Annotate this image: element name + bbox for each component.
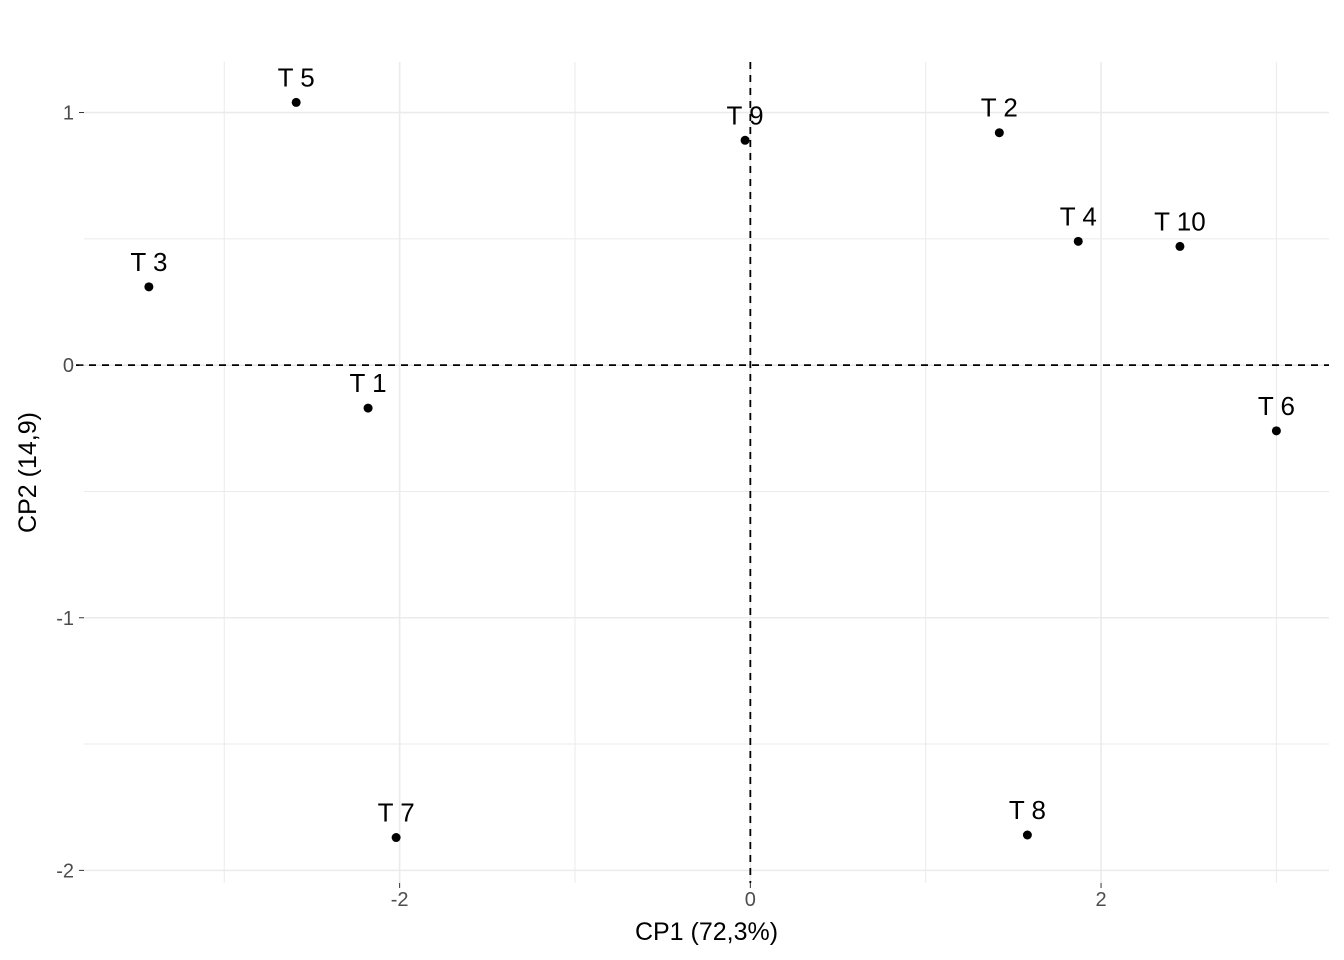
- reference-lines: [76, 62, 1329, 883]
- point-label: T 9: [727, 100, 764, 130]
- y-axis-ticks: -2 -1 0 1: [56, 103, 84, 882]
- y-tick-label: -2: [56, 860, 74, 882]
- point-label: T 6: [1258, 391, 1295, 421]
- x-tick-label: -2: [391, 889, 409, 911]
- y-tick-label: 0: [63, 355, 74, 377]
- point-label: T 1: [350, 368, 387, 398]
- data-point: [1022, 830, 1032, 840]
- data-point: [994, 128, 1004, 138]
- point-label: T 4: [1060, 201, 1097, 231]
- data-point: [144, 282, 154, 292]
- y-tick-label: 1: [63, 103, 74, 125]
- point-label: T 10: [1154, 206, 1206, 236]
- minor-gridlines: [84, 62, 1329, 883]
- data-point: [1175, 241, 1185, 251]
- x-axis-title: CP1 (72,3%): [635, 918, 778, 946]
- data-points: [144, 97, 1281, 843]
- data-point: [391, 833, 401, 843]
- y-tick-label: -1: [56, 608, 74, 630]
- x-axis-ticks: -2 0 2: [391, 883, 1107, 911]
- point-label: T 2: [981, 93, 1018, 123]
- point-label: T 5: [278, 62, 315, 92]
- x-tick-label: 2: [1095, 889, 1106, 911]
- point-labels: T 1 T 2 T 3 T 4 T 5 T 6 T 7 T 8 T 9 T 10: [130, 62, 1295, 827]
- data-point: [363, 403, 373, 413]
- x-tick-label: 0: [745, 889, 756, 911]
- data-point: [1073, 236, 1083, 246]
- major-gridlines: [84, 62, 1329, 883]
- data-point: [291, 97, 301, 107]
- data-point: [1271, 426, 1281, 436]
- point-label: T 3: [130, 247, 167, 277]
- y-axis-title: CP2 (14,9): [14, 412, 42, 533]
- point-label: T 7: [378, 798, 415, 828]
- data-point: [740, 135, 750, 145]
- point-label: T 8: [1009, 795, 1046, 825]
